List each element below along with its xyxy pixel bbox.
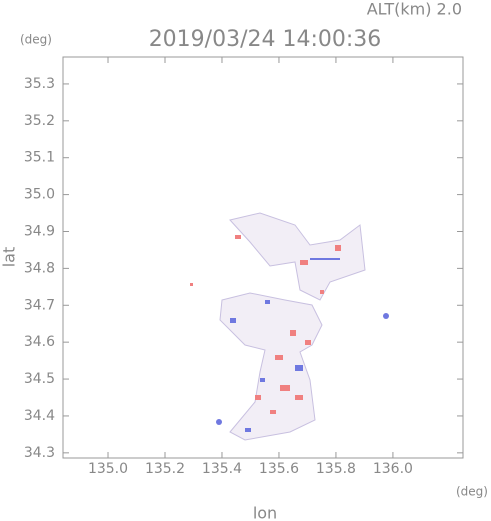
chart-title: 2019/03/24 14:00:36	[149, 27, 382, 52]
y-tick-label: 34.5	[24, 371, 55, 387]
x-tick-label: 135.6	[259, 461, 299, 477]
x-tick-label: 136.0	[373, 461, 413, 477]
y-unit: (deg)	[20, 33, 52, 47]
y-tick-label: 35.1	[24, 150, 55, 166]
y-tick-label: 35.3	[24, 76, 55, 92]
altitude: ALT(km) 2.0	[367, 0, 462, 19]
y-tick-label: 35.2	[24, 113, 55, 129]
y-tick-label: 34.7	[24, 297, 55, 313]
x-tick-label: 135.0	[88, 461, 128, 477]
y-tick-label: 34.3	[24, 445, 55, 461]
y-tick-label: 34.8	[24, 260, 55, 276]
x-axis-label: lon	[253, 504, 277, 521]
y-axis-label: lat	[0, 247, 19, 268]
plot-frame	[62, 56, 464, 459]
x-unit: (deg)	[456, 485, 488, 499]
echo-area	[190, 212, 389, 441]
y-tick-label: 34.9	[24, 223, 55, 239]
y-tick-label: 34.6	[24, 334, 55, 350]
x-tick-label: 135.8	[316, 461, 356, 477]
x-tick-label: 135.2	[145, 461, 185, 477]
y-tick-label: 35.0	[24, 187, 55, 203]
y-tick-label: 34.4	[24, 408, 55, 424]
x-tick-label: 135.4	[202, 461, 242, 477]
